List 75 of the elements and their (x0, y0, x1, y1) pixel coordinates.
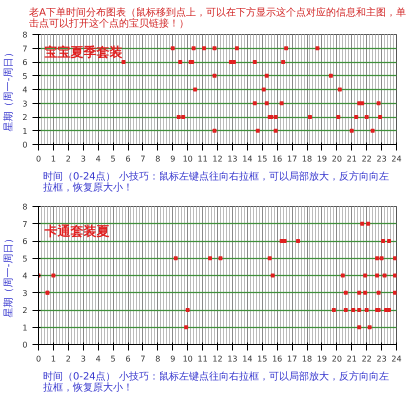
x-tick-label: 2 (66, 354, 71, 364)
x-tick-label: 11 (197, 354, 208, 364)
x-tick-label: 5 (110, 154, 116, 164)
x-tick-label: 22 (362, 354, 372, 364)
y-tick-label: 8 (22, 202, 28, 212)
y-tick-label: 4 (22, 272, 28, 280)
x-tick-label: 19 (316, 154, 328, 164)
x-tick-label: 7 (140, 154, 146, 164)
x-tick-label: 21 (346, 354, 357, 364)
y-tick-label: 7 (22, 44, 28, 54)
x-tick-label: 21 (346, 154, 357, 164)
x-tick-label: 17 (286, 354, 298, 364)
x-tick-label: 12 (212, 154, 223, 164)
series-label: 宝宝夏季套装 (44, 44, 122, 61)
x-tick-label: 16 (272, 354, 282, 364)
x-tick-label: 20 (332, 354, 342, 364)
y-tick-label: 7 (22, 220, 28, 229)
x-tick-label: 2 (66, 154, 71, 164)
x-tick-label: 11 (197, 154, 208, 164)
x-tick-label: 4 (96, 354, 101, 364)
x-tick-label: 4 (96, 154, 101, 164)
x-tick-label: 24 (391, 154, 402, 164)
x-tick-label: 3 (80, 154, 86, 164)
y-tick-label: 2 (22, 113, 28, 122)
x-tick-label: 6 (125, 154, 131, 164)
x-tick-label: 9 (170, 354, 176, 364)
x-tick-label: 22 (362, 154, 372, 164)
x-tick-label: 15 (257, 354, 268, 364)
x-tick-label: 23 (376, 354, 387, 364)
x-tick-label: 1 (50, 154, 56, 164)
y-axis-title: 星期（周一-周日） (2, 234, 14, 318)
y-tick-label: 4 (22, 86, 28, 94)
x-tick-label: 12 (212, 354, 223, 364)
x-tick-label: 14 (242, 354, 252, 364)
x-tick-label: 5 (110, 354, 116, 364)
x-axis-title: 时间（0-24点） 小技巧：鼠标左键点往向右拉框，可以局部放大，反方向向左拉框，恢复原大小！ (42, 370, 389, 394)
y-tick-label: 3 (22, 99, 28, 108)
x-tick-label: 8 (155, 354, 160, 364)
x-tick-label: 13 (227, 154, 238, 164)
text: 卡通套装夏 (43, 223, 110, 240)
x-tick-label: 24 (391, 354, 402, 364)
x-tick-label: 20 (332, 154, 342, 164)
x-tick-label: 0 (36, 154, 42, 164)
chart-title: 老A下单时间分布图表（鼠标移到点上，可以在下方显示这个点对应的信息和主图，单击点可以打开这个点的宝贝链接！） (29, 6, 406, 30)
x-tick-label: 17 (286, 154, 298, 164)
y-tick-label: 0 (22, 140, 28, 150)
x-tick-label: 16 (272, 154, 282, 164)
y-tick-label: 6 (22, 237, 28, 246)
y-tick-label: 0 (22, 340, 28, 350)
y-tick-label: 5 (22, 254, 28, 264)
x-tick-label: 9 (170, 154, 176, 164)
x-tick-label: 0 (36, 354, 42, 364)
x-tick-label: 10 (182, 154, 193, 164)
y-tick-label: 6 (22, 58, 28, 67)
x-tick-label: 13 (227, 354, 238, 364)
x-tick-label: 6 (125, 354, 131, 364)
y-tick-label: 5 (22, 72, 28, 81)
y-tick-label: 8 (22, 30, 28, 40)
y-tick-label: 3 (22, 288, 28, 298)
x-tick-label: 19 (316, 354, 328, 364)
x-tick-label: 1 (50, 354, 56, 364)
y-tick-label: 2 (22, 306, 28, 315)
x-tick-label: 18 (302, 154, 312, 164)
x-tick-label: 23 (376, 154, 387, 164)
y-tick-label: 1 (22, 126, 28, 136)
x-axis-title: 时间（0-24点） 小技巧：鼠标左键点往向右拉框，可以局部放大，反方向向左拉框，恢复原大小！ (42, 170, 389, 194)
y-axis-title: 星期（周一-周日） (2, 48, 14, 132)
x-tick-label: 3 (80, 354, 86, 364)
x-tick-label: 7 (140, 354, 146, 364)
x-tick-label: 15 (257, 154, 268, 164)
x-tick-label: 8 (155, 154, 160, 164)
x-tick-label: 10 (182, 354, 193, 364)
y-tick-label: 1 (22, 323, 28, 332)
x-tick-label: 14 (242, 154, 252, 164)
x-tick-label: 18 (302, 354, 312, 364)
